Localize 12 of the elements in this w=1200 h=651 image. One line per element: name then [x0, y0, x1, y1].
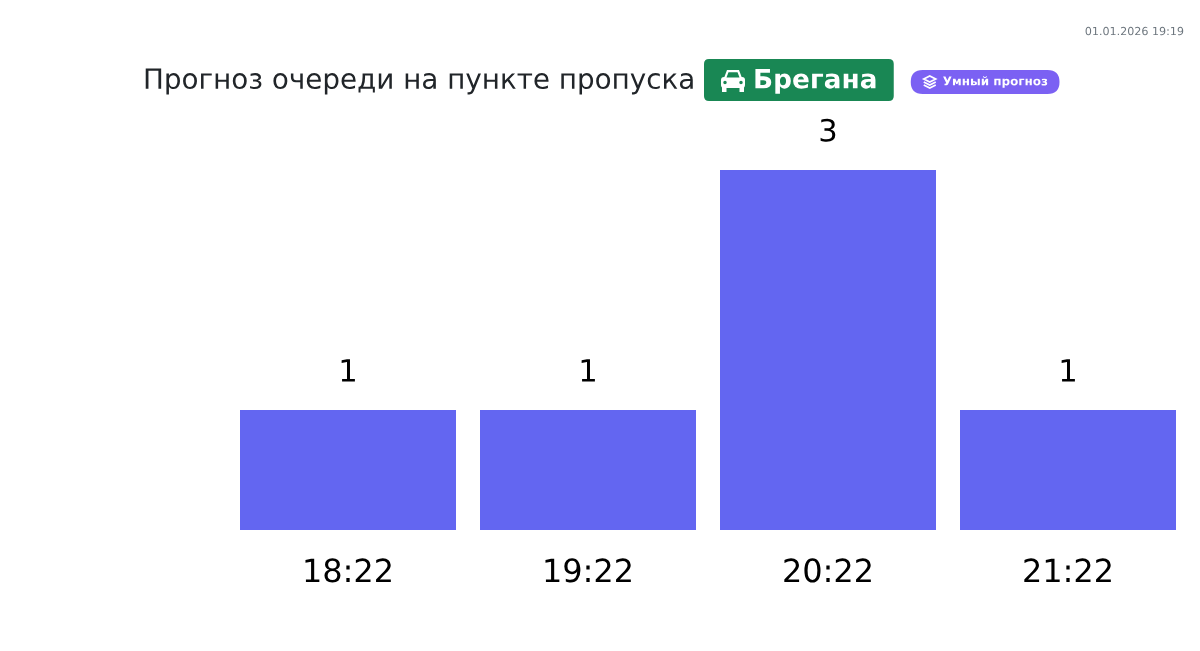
data-label: 1: [581, 359, 595, 382]
text: Умный прогноз: [943, 76, 1048, 88]
x-tick-label: 18:22: [305, 558, 391, 583]
data-label: 3: [820, 118, 836, 142]
x-tick-label: 21:22: [1024, 558, 1111, 583]
chart-title: Прогноз очереди на пункте пропуска: [145, 68, 693, 95]
x-tick-label: 20:22: [784, 558, 871, 583]
x-tick-label: 19:22: [545, 558, 631, 583]
chart-subtitle: Брегана: [755, 69, 876, 94]
data-label: 1: [341, 359, 355, 382]
text: 01.01.2026 19:19: [1085, 26, 1184, 36]
data-label: 1: [1061, 359, 1075, 382]
